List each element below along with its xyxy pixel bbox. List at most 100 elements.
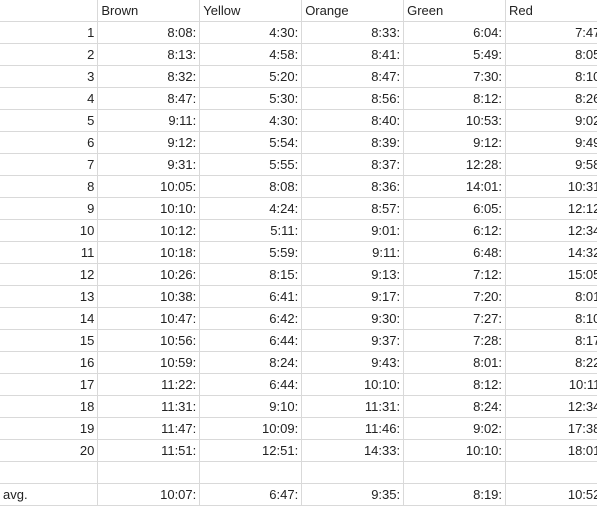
green-average-cell[interactable]: 8:19:	[403, 483, 507, 506]
orange-cell[interactable]: 9:17:	[301, 285, 405, 308]
red-cell[interactable]: 8:22:	[505, 351, 597, 374]
yellow-cell[interactable]: 9:10:	[199, 395, 303, 418]
header-cell-orange[interactable]: Orange	[301, 0, 405, 22]
red-cell[interactable]: 14:32:	[505, 241, 597, 264]
row-number-cell[interactable]: 4	[0, 87, 99, 110]
yellow-cell[interactable]: 10:09:	[199, 417, 303, 440]
yellow-cell[interactable]: 5:59:	[199, 241, 303, 264]
green-cell[interactable]: 5:49:	[403, 43, 507, 66]
red-cell[interactable]: 12:34:	[505, 219, 597, 242]
orange-cell[interactable]: 8:36:	[301, 175, 405, 198]
row-number-cell[interactable]: 12	[0, 263, 99, 286]
header-cell-red[interactable]: Red	[505, 0, 597, 22]
yellow-cell[interactable]: 4:24:	[199, 197, 303, 220]
red-cell[interactable]: 8:05:	[505, 43, 597, 66]
brown-cell[interactable]: 10:47:	[97, 307, 201, 330]
brown-cell[interactable]: 8:47:	[97, 87, 201, 110]
green-cell[interactable]: 7:20:	[403, 285, 507, 308]
empty-cell[interactable]	[301, 461, 405, 484]
row-number-cell[interactable]: 1	[0, 21, 99, 44]
orange-cell[interactable]: 9:37:	[301, 329, 405, 352]
yellow-cell[interactable]: 4:58:	[199, 43, 303, 66]
yellow-cell[interactable]: 4:30:	[199, 109, 303, 132]
green-cell[interactable]: 9:12:	[403, 131, 507, 154]
header-cell-green[interactable]: Green	[403, 0, 507, 22]
yellow-cell[interactable]: 8:24:	[199, 351, 303, 374]
green-cell[interactable]: 7:28:	[403, 329, 507, 352]
yellow-cell[interactable]: 5:20:	[199, 65, 303, 88]
red-cell[interactable]: 12:34:	[505, 395, 597, 418]
green-cell[interactable]: 7:27:	[403, 307, 507, 330]
green-cell[interactable]: 10:53:	[403, 109, 507, 132]
red-cell[interactable]: 8:10:	[505, 307, 597, 330]
brown-cell[interactable]: 11:47:	[97, 417, 201, 440]
red-average-cell[interactable]: 10:52:	[505, 483, 597, 506]
header-cell-yellow[interactable]: Yellow	[199, 0, 303, 22]
yellow-cell[interactable]: 6:41:	[199, 285, 303, 308]
green-cell[interactable]: 6:48:	[403, 241, 507, 264]
yellow-average-cell[interactable]: 6:47:	[199, 483, 303, 506]
row-number-cell[interactable]: 8	[0, 175, 99, 198]
green-cell[interactable]: 8:24:	[403, 395, 507, 418]
empty-cell[interactable]	[505, 461, 597, 484]
red-cell[interactable]: 17:38:	[505, 417, 597, 440]
orange-cell[interactable]: 8:33:	[301, 21, 405, 44]
yellow-cell[interactable]: 4:30:	[199, 21, 303, 44]
brown-cell[interactable]: 8:08:	[97, 21, 201, 44]
orange-cell[interactable]: 8:47:	[301, 65, 405, 88]
red-cell[interactable]: 9:58:	[505, 153, 597, 176]
yellow-cell[interactable]: 8:15:	[199, 263, 303, 286]
yellow-cell[interactable]: 6:42:	[199, 307, 303, 330]
brown-cell[interactable]: 10:59:	[97, 351, 201, 374]
brown-cell[interactable]: 10:56:	[97, 329, 201, 352]
brown-cell[interactable]: 10:38:	[97, 285, 201, 308]
row-number-cell[interactable]: 14	[0, 307, 99, 330]
row-number-cell[interactable]: 3	[0, 65, 99, 88]
empty-cell[interactable]	[0, 461, 99, 484]
row-number-cell[interactable]: 2	[0, 43, 99, 66]
yellow-cell[interactable]: 5:11:	[199, 219, 303, 242]
green-cell[interactable]: 8:12:	[403, 87, 507, 110]
row-number-cell[interactable]: 17	[0, 373, 99, 396]
brown-cell[interactable]: 10:26:	[97, 263, 201, 286]
red-cell[interactable]: 8:26:	[505, 87, 597, 110]
average-label-cell[interactable]: avg.	[0, 483, 99, 506]
orange-average-cell[interactable]: 9:35:	[301, 483, 405, 506]
brown-cell[interactable]: 11:51:	[97, 439, 201, 462]
orange-cell[interactable]: 11:46:	[301, 417, 405, 440]
green-cell[interactable]: 6:04:	[403, 21, 507, 44]
row-number-cell[interactable]: 19	[0, 417, 99, 440]
green-cell[interactable]: 9:02:	[403, 417, 507, 440]
orange-cell[interactable]: 9:01:	[301, 219, 405, 242]
orange-cell[interactable]: 14:33:	[301, 439, 405, 462]
red-cell[interactable]: 9:02:	[505, 109, 597, 132]
red-cell[interactable]: 8:01:	[505, 285, 597, 308]
red-cell[interactable]: 12:12:	[505, 197, 597, 220]
orange-cell[interactable]: 9:30:	[301, 307, 405, 330]
red-cell[interactable]: 18:01:	[505, 439, 597, 462]
red-cell[interactable]: 7:47:	[505, 21, 597, 44]
red-cell[interactable]: 9:49:	[505, 131, 597, 154]
brown-cell[interactable]: 8:13:	[97, 43, 201, 66]
red-cell[interactable]: 15:05:	[505, 263, 597, 286]
row-number-cell[interactable]: 15	[0, 329, 99, 352]
orange-cell[interactable]: 10:10:	[301, 373, 405, 396]
row-number-cell[interactable]: 10	[0, 219, 99, 242]
orange-cell[interactable]: 9:11:	[301, 241, 405, 264]
brown-cell[interactable]: 10:12:	[97, 219, 201, 242]
row-number-cell[interactable]: 9	[0, 197, 99, 220]
green-cell[interactable]: 12:28:	[403, 153, 507, 176]
yellow-cell[interactable]: 5:30:	[199, 87, 303, 110]
brown-cell[interactable]: 9:11:	[97, 109, 201, 132]
brown-cell[interactable]: 9:12:	[97, 131, 201, 154]
brown-average-cell[interactable]: 10:07:	[97, 483, 201, 506]
row-number-cell[interactable]: 16	[0, 351, 99, 374]
row-number-cell[interactable]: 11	[0, 241, 99, 264]
brown-cell[interactable]: 8:32:	[97, 65, 201, 88]
orange-cell[interactable]: 8:37:	[301, 153, 405, 176]
empty-cell[interactable]	[403, 461, 507, 484]
header-cell-corner[interactable]	[0, 0, 99, 22]
yellow-cell[interactable]: 5:54:	[199, 131, 303, 154]
red-cell[interactable]: 8:17:	[505, 329, 597, 352]
orange-cell[interactable]: 8:57:	[301, 197, 405, 220]
